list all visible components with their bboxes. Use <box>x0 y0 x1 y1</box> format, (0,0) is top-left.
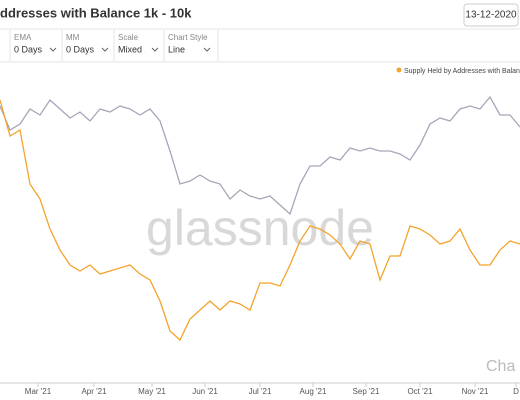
legend-label[interactable]: Supply Held by Addresses with Balanc <box>404 68 520 75</box>
control-label[interactable]: Scale <box>118 33 139 42</box>
control-value[interactable]: 0 Days <box>66 44 95 54</box>
x-tick-label: Nov '21 <box>462 387 489 396</box>
x-tick-label: Jul '21 <box>249 387 272 396</box>
dropdown-chevron[interactable] <box>151 47 159 52</box>
control-value[interactable]: Mixed <box>118 44 142 54</box>
watermark: glassnode <box>146 200 374 256</box>
dropdown-chevron[interactable] <box>101 47 109 52</box>
corner-mark: Cha <box>486 358 515 375</box>
x-tick-label: Sep '21 <box>353 387 380 396</box>
date-box[interactable] <box>463 3 519 27</box>
x-tick-label: Mar '21 <box>25 387 52 396</box>
x-tick-label: D <box>513 387 519 396</box>
x-tick-label: Jun '21 <box>192 387 218 396</box>
dropdown-chevron[interactable] <box>49 47 57 52</box>
controls: EMA 0 Days MM 0 Days Scale Mixed Chart Style Li… <box>9 30 219 61</box>
control-value[interactable]: 0 Days <box>14 44 43 54</box>
control-value[interactable]: Line <box>168 44 185 54</box>
series-line <box>0 95 520 216</box>
x-tick-label: Aug '21 <box>300 387 327 396</box>
chart-title: ddresses with Balance 1k - 10k <box>0 5 192 20</box>
date[interactable]: 13-12-2020 <box>465 10 517 21</box>
control-label[interactable]: EMA <box>14 33 32 42</box>
plot: Mar '21 Apr '21 May '21 Jun '21 Jul '21 Aug '… <box>0 67 520 396</box>
legend-swatch[interactable] <box>396 67 402 73</box>
control-label[interactable]: MM <box>66 33 80 42</box>
x-tick-label: Oct '21 <box>407 387 433 396</box>
series-line <box>0 99 520 342</box>
control-label[interactable]: Chart Style <box>168 33 208 42</box>
x-tick-label: Apr '21 <box>81 387 107 396</box>
dropdown-chevron[interactable] <box>203 47 211 52</box>
x-tick-label: May '21 <box>138 387 166 396</box>
